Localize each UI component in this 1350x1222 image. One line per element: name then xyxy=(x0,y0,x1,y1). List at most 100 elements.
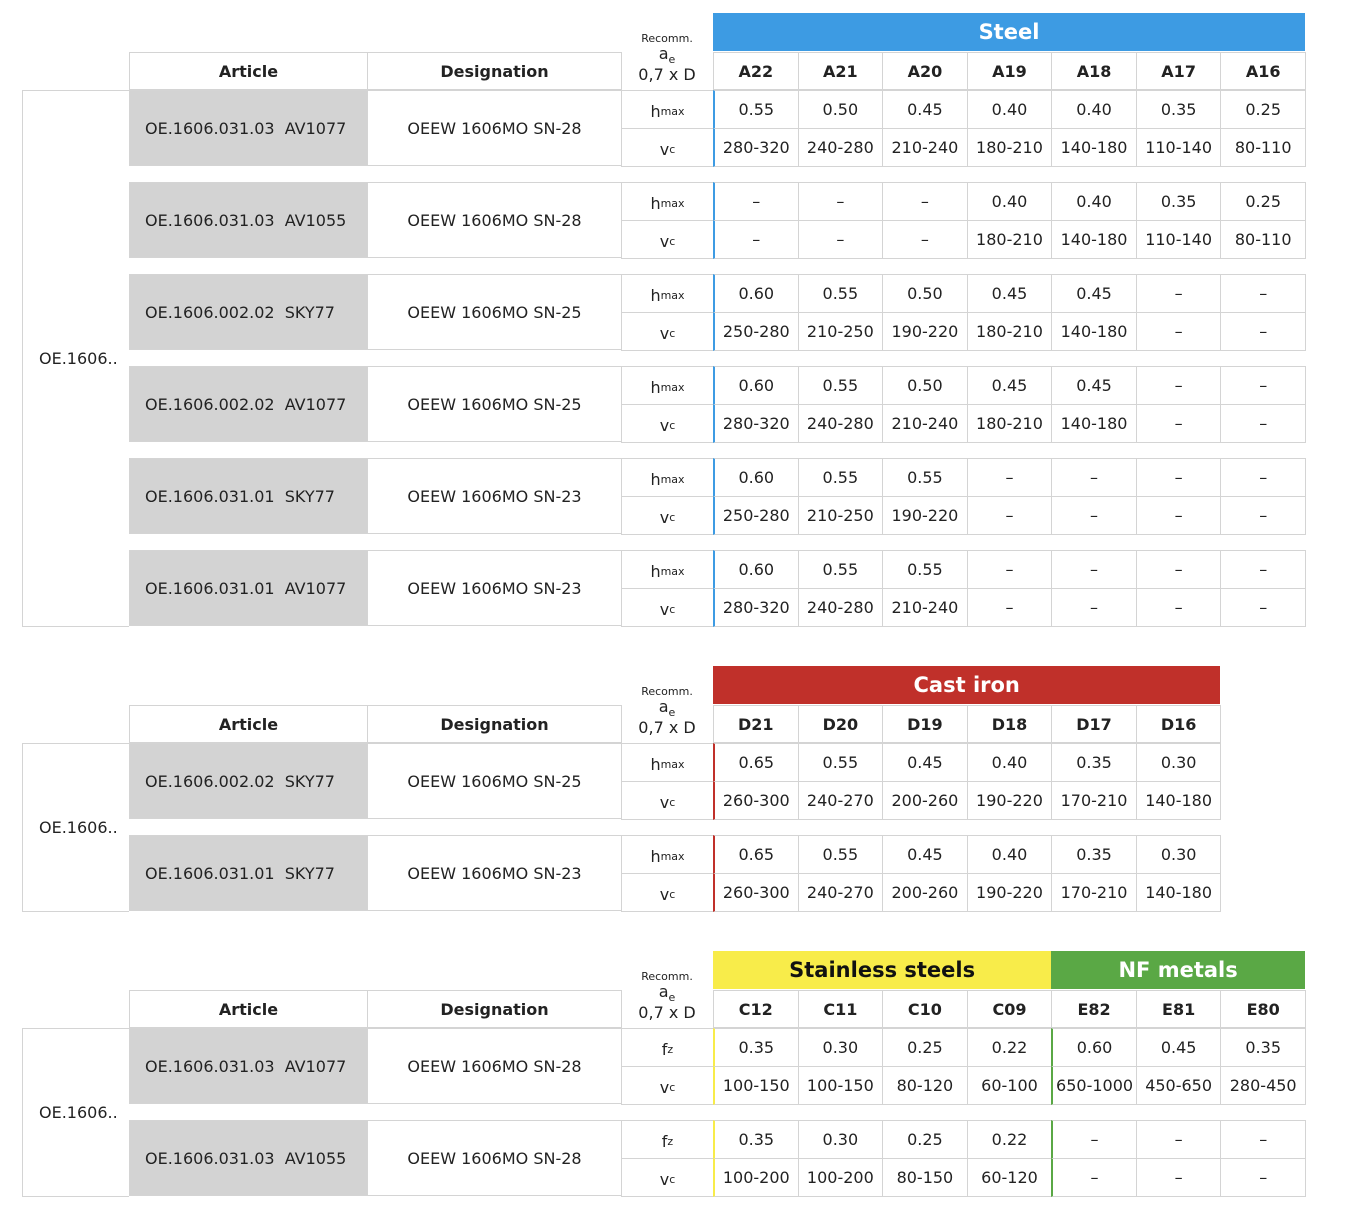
value: 200-260 xyxy=(882,873,968,912)
value: 100-200 xyxy=(713,1158,799,1197)
value: 0.55 xyxy=(797,458,884,497)
column-header: D19 xyxy=(882,705,968,743)
value: 0.35 xyxy=(1051,835,1137,874)
column-header: C12 xyxy=(713,990,799,1028)
value: 0.55 xyxy=(797,835,884,874)
value: – xyxy=(1220,496,1306,535)
value: – xyxy=(1220,550,1306,589)
value: 190-220 xyxy=(882,496,968,535)
value: 240-280 xyxy=(797,404,884,443)
value: 0.55 xyxy=(882,550,968,589)
param-sub: c xyxy=(669,796,676,809)
band-header: NF metals xyxy=(1051,951,1305,989)
value: 0.60 xyxy=(713,366,799,405)
recomm-header: Recomm. ae 0,7 x D xyxy=(621,684,713,736)
column-header: D18 xyxy=(966,705,1053,743)
value: 80-120 xyxy=(882,1066,968,1105)
value: 240-270 xyxy=(797,781,884,820)
article: OE.1606.031.03 AV1055 xyxy=(129,1120,368,1196)
value: 210-240 xyxy=(882,404,968,443)
value: 180-210 xyxy=(966,312,1053,351)
param: h max xyxy=(621,743,714,782)
value: 0.40 xyxy=(966,743,1053,782)
value: 100-150 xyxy=(713,1066,799,1105)
value: 0.55 xyxy=(713,90,799,129)
value: – xyxy=(966,550,1053,589)
value: 190-220 xyxy=(966,873,1053,912)
value: 0.55 xyxy=(797,743,884,782)
value: 140-180 xyxy=(1051,220,1137,259)
param-sub: c xyxy=(669,235,676,248)
value: 0.35 xyxy=(1135,90,1222,129)
column-header: D17 xyxy=(1051,705,1137,743)
value: 250-280 xyxy=(713,312,799,351)
value: 280-320 xyxy=(713,588,799,627)
value: 250-280 xyxy=(713,496,799,535)
designation: OEEW 1606MO SN-23 xyxy=(367,550,622,626)
band-header: Cast iron xyxy=(713,666,1221,704)
designation-header: Designation xyxy=(367,705,622,743)
param-sub: c xyxy=(669,327,676,340)
param-sub: c xyxy=(669,1173,676,1186)
value: 450-650 xyxy=(1135,1066,1222,1105)
value: 0.55 xyxy=(797,274,884,313)
value: 0.60 xyxy=(713,274,799,313)
value: 280-450 xyxy=(1220,1066,1306,1105)
param-symbol: v xyxy=(659,508,670,527)
designation: OEEW 1606MO SN-25 xyxy=(367,366,622,442)
value: – xyxy=(1135,274,1222,313)
param-sub: z xyxy=(667,1135,674,1148)
article: OE.1606.031.03 AV1077 xyxy=(129,90,368,166)
value: 180-210 xyxy=(966,404,1053,443)
value: – xyxy=(797,220,884,259)
ae-sub: e xyxy=(668,990,676,1004)
column-header: C09 xyxy=(966,990,1053,1028)
value: – xyxy=(1135,458,1222,497)
value: 140-180 xyxy=(1135,873,1222,912)
article: OE.1606.031.03 AV1077 xyxy=(129,1028,368,1104)
value: 200-260 xyxy=(882,781,968,820)
value: – xyxy=(1051,588,1137,627)
value: 0.50 xyxy=(882,366,968,405)
value: 0.50 xyxy=(882,274,968,313)
value: 210-240 xyxy=(882,588,968,627)
value: – xyxy=(1220,458,1306,497)
param: h max xyxy=(621,835,714,874)
column-header: A21 xyxy=(797,52,884,90)
article: OE.1606.031.01 AV1077 xyxy=(129,550,368,626)
param-sub: max xyxy=(660,289,685,302)
designation: OEEW 1606MO SN-28 xyxy=(367,90,622,166)
param-symbol: h xyxy=(650,847,661,866)
column-header: A16 xyxy=(1220,52,1306,90)
value: – xyxy=(1220,366,1306,405)
column-header: A18 xyxy=(1051,52,1137,90)
param-sub: z xyxy=(667,1043,674,1056)
param-symbol: v xyxy=(659,324,670,343)
value: 0.40 xyxy=(1051,182,1137,221)
value: 210-240 xyxy=(882,128,968,167)
param-sub: c xyxy=(669,603,676,616)
value: 280-320 xyxy=(713,128,799,167)
param-symbol: h xyxy=(650,378,661,397)
param-symbol: v xyxy=(659,416,670,435)
value: 260-300 xyxy=(713,873,799,912)
value: 0.25 xyxy=(882,1028,968,1067)
value: – xyxy=(1220,1158,1306,1197)
value: 0.45 xyxy=(882,90,968,129)
designation: OEEW 1606MO SN-25 xyxy=(367,743,622,819)
param: h max xyxy=(621,550,714,589)
value: 140-180 xyxy=(1051,404,1137,443)
value: – xyxy=(882,220,968,259)
param: h max xyxy=(621,458,714,497)
param-symbol: v xyxy=(659,885,670,904)
value: 650-1000 xyxy=(1051,1066,1137,1105)
param-symbol: h xyxy=(650,755,661,774)
ae-sub: e xyxy=(668,52,676,66)
value: 0.65 xyxy=(713,835,799,874)
article-header: Article xyxy=(129,52,368,90)
